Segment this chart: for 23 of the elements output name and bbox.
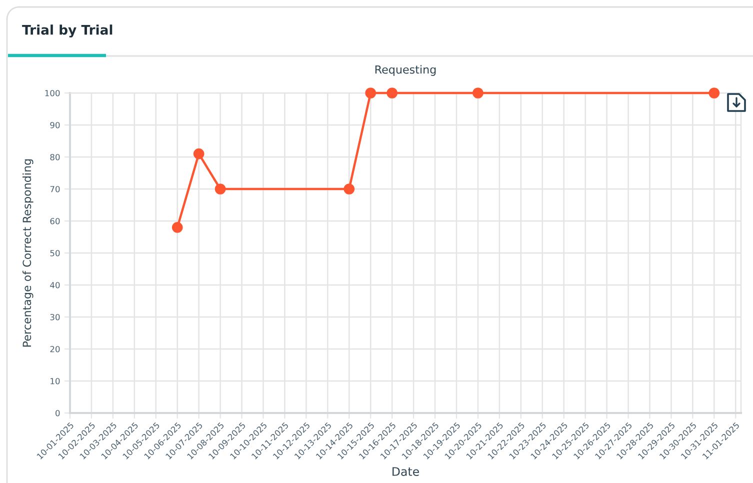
y-tick-label: 0 xyxy=(56,410,60,416)
point xyxy=(193,148,204,160)
chart-title: Trial by Trial xyxy=(22,24,112,38)
y-tick-label: 20 xyxy=(50,346,60,352)
point xyxy=(708,88,720,98)
point xyxy=(472,88,484,98)
y-tick-label: 90 xyxy=(50,122,60,128)
point xyxy=(344,184,355,194)
point xyxy=(172,222,183,233)
y-tick-label: 50 xyxy=(50,250,60,256)
y-axis-title: Percentage of Correct Responding xyxy=(22,159,34,347)
point xyxy=(214,184,226,194)
x-axis-title: Date xyxy=(392,467,419,476)
y-tick-label: 60 xyxy=(50,218,60,224)
y-tick-label: 30 xyxy=(50,314,60,320)
y-tick-label: 80 xyxy=(50,154,60,160)
y-tick-label: 10 xyxy=(50,378,60,384)
chart-subtitle: Requesting xyxy=(375,65,436,76)
point xyxy=(365,88,376,98)
y-tick-label: 40 xyxy=(50,282,60,288)
y-tick-label: 100 xyxy=(45,90,60,96)
y-tick-label: 70 xyxy=(50,186,60,192)
point xyxy=(386,88,398,98)
